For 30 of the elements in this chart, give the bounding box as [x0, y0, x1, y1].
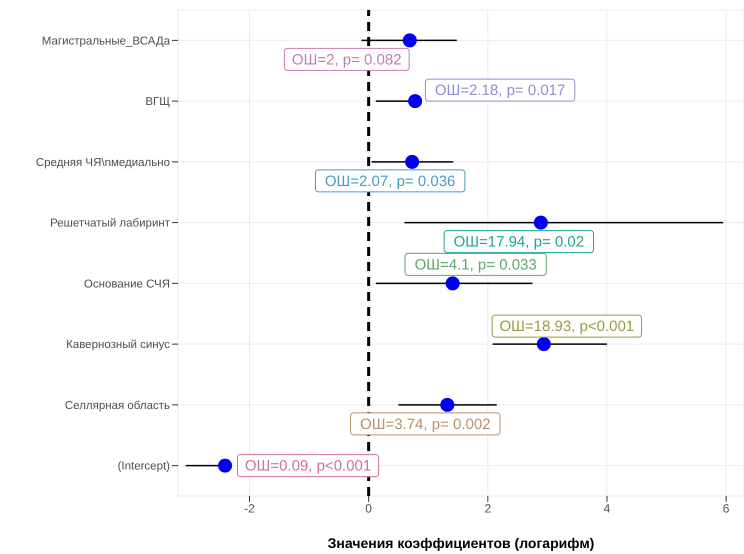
annotation: ОШ=0.09, p<0.001 [244, 458, 372, 475]
annotation: ОШ=3.74, p= 0.002 [360, 416, 491, 433]
point [405, 154, 420, 169]
x-tick-label: 2 [484, 502, 492, 516]
point [218, 458, 232, 473]
y-tick-label: ВГЩ [145, 96, 170, 108]
y-tick-label: Магистральные_ВСАДа [42, 35, 171, 48]
x-tick-label: 4 [604, 502, 611, 516]
point [402, 33, 417, 48]
y-tick-label: Селлярная область [64, 400, 170, 412]
x-tick-label: -2 [244, 502, 256, 516]
annotation: ОШ=2.18, p= 0.017 [434, 82, 566, 100]
point [408, 94, 422, 108]
x-tick-label: 6 [722, 502, 730, 516]
y-tick-label: Кавернозный синус [66, 339, 170, 352]
annotation: ОШ=18.93, p<0.001 [499, 318, 634, 336]
y-tick-label: Средняя ЧЯ\nмедиально [36, 156, 170, 169]
x-tick-label: 0 [365, 502, 372, 516]
annotation: ОШ=2.07, p= 0.036 [324, 172, 456, 190]
annotation: ОШ=17.94, p= 0.02 [454, 234, 584, 251]
x-axis-title: Значения коэффициентов (логарифм) [328, 535, 594, 551]
point [446, 276, 460, 290]
point [534, 216, 548, 230]
y-tick-label: (Intercept) [118, 460, 170, 473]
point [440, 398, 454, 412]
point [536, 337, 551, 352]
y-tick-label: Основание СЧЯ [84, 278, 170, 290]
y-tick-label: Решетчатый лабиринт [50, 218, 171, 230]
annotation: ОШ=2, p= 0.082 [292, 51, 402, 68]
annotation: ОШ=4.1, p= 0.033 [414, 256, 537, 274]
